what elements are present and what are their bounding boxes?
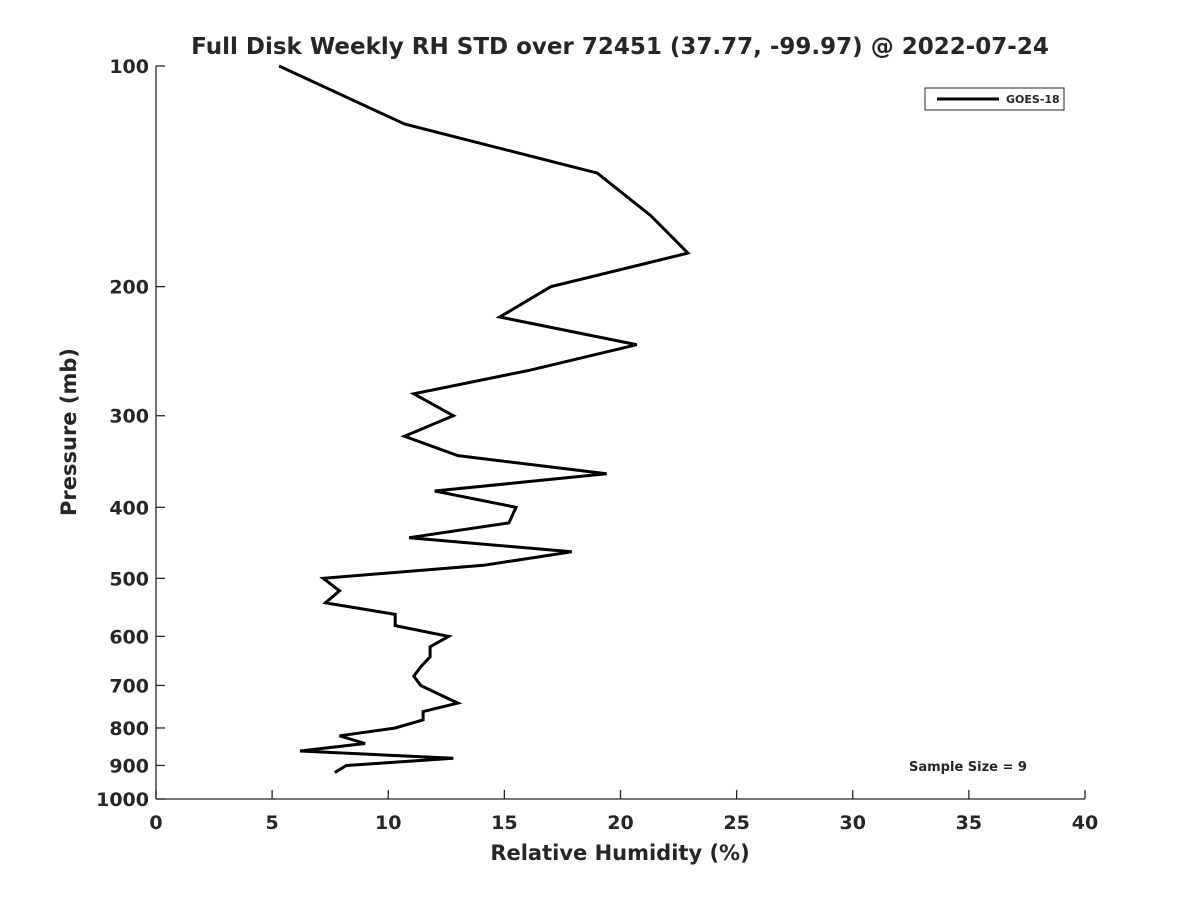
sample-size-annotation: Sample Size = 9 (909, 760, 1027, 775)
x-tick-label: 40 (1072, 812, 1098, 834)
series-line-goes-18 (278, 64, 691, 774)
y-tick-label: 100 (109, 56, 149, 78)
y-tick-label: 400 (109, 497, 149, 519)
x-tick-label: 0 (149, 812, 162, 834)
x-tick-label: 30 (840, 812, 866, 834)
x-tick-label: 25 (723, 812, 749, 834)
y-tick-label: 200 (109, 277, 149, 299)
y-tick-label: 900 (109, 755, 149, 777)
x-tick-label: 5 (266, 812, 279, 834)
x-tick-label: 20 (607, 812, 633, 834)
x-tick-label: 15 (491, 812, 517, 834)
x-axis-label: Relative Humidity (%) (490, 841, 749, 865)
axes: 0 5 10 15 20 25 30 35 40 100 200 300 400 500 600 700 800… (96, 56, 1098, 834)
y-tick-label: 800 (109, 718, 149, 740)
y-axis-label: Pressure (mb) (57, 348, 81, 516)
y-tick-label: 1000 (96, 789, 149, 811)
y-tick-label: 600 (109, 626, 149, 648)
y-tick-label: 500 (109, 568, 149, 590)
chart-title: Full Disk Weekly RH STD over 72451 (37.7… (191, 34, 1049, 60)
legend: GOES-18 (924, 87, 1065, 111)
y-tick-label: 700 (109, 675, 149, 697)
x-tick-label: 10 (375, 812, 401, 834)
x-tick-label: 35 (956, 812, 982, 834)
legend-label-goes-18: GOES-18 (1006, 93, 1060, 106)
y-tick-label: 300 (109, 406, 149, 428)
